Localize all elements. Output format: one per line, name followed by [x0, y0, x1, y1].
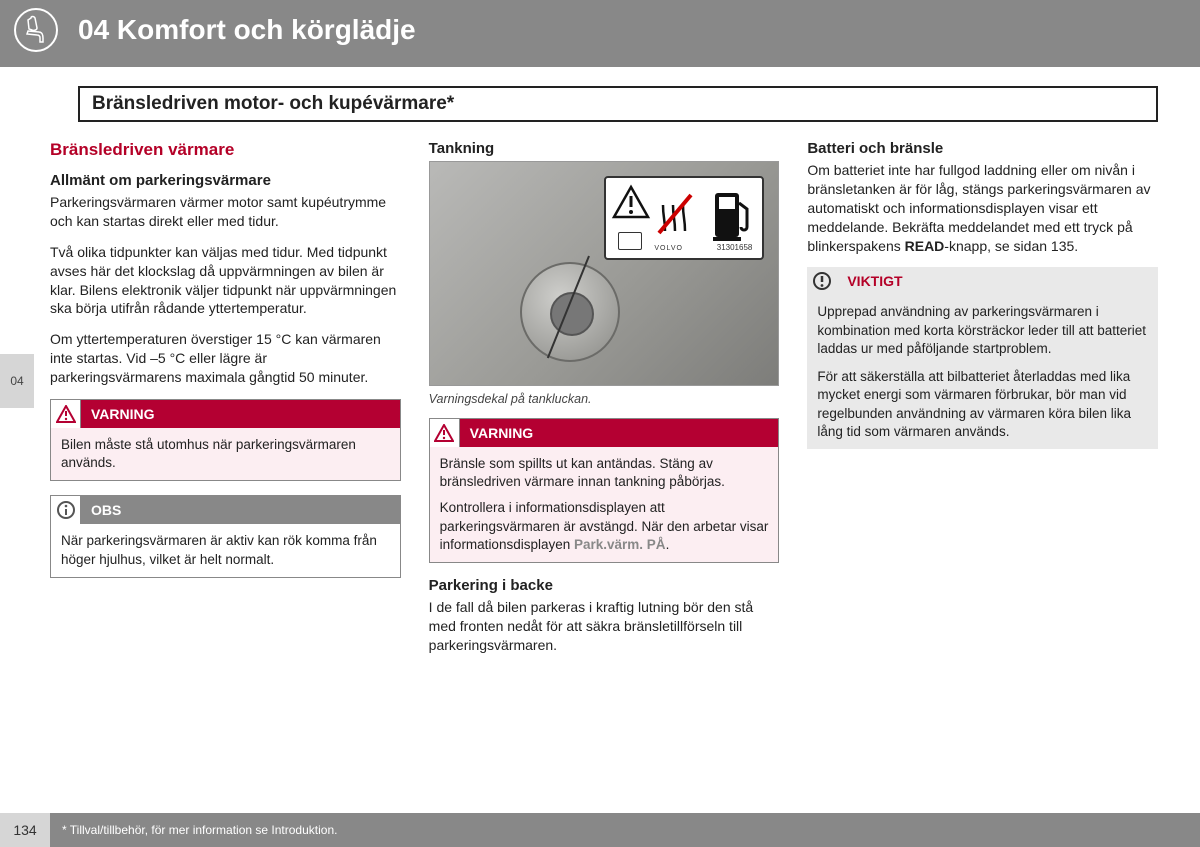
column-3: Batteri och bränsle Om batteriet inte ha…	[807, 140, 1158, 777]
paragraph: Om yttertemperaturen överstiger 15 °C ka…	[50, 330, 401, 387]
paragraph: Om batteriet inte har fullgod laddning e…	[807, 161, 1158, 255]
figure-caption: Varningsdekal på tankluckan.	[429, 392, 780, 406]
warning-para: Kontrollera i informationsdisplayen att …	[440, 499, 769, 554]
header: 04 Komfort och körglädje	[0, 0, 1200, 67]
important-body: Upprepad användning av parkeringsvärmare…	[807, 295, 1158, 449]
column-1: Bränsledriven värmare Allmänt om parkeri…	[50, 140, 401, 777]
fuel-pump-icon	[711, 183, 757, 243]
page-number: 134	[0, 813, 50, 847]
warning-triangle-icon	[430, 419, 460, 447]
seat-icon	[14, 8, 58, 52]
important-box: VIKTIGT Upprepad användning av parkering…	[807, 267, 1158, 449]
warning-triangle-icon	[611, 183, 651, 223]
important-para: Upprepad användning av parkeringsvärmare…	[817, 303, 1148, 358]
heading: Tankning	[429, 140, 780, 157]
note-title: OBS	[81, 496, 400, 524]
warning-title: VARNING	[81, 400, 400, 428]
warning-para: Bränsle som spillts ut kan antändas. Stä…	[440, 455, 769, 491]
note-box: OBS När parkeringsvärmaren är aktiv kan …	[50, 495, 401, 577]
column-2: Tankning	[429, 140, 780, 777]
warning-body: Bilen måste stå utomhus när parkeringsvä…	[51, 428, 400, 480]
heading: Parkering i backe	[429, 577, 780, 594]
fuel-cap-figure: VOLVO 31301658	[429, 161, 780, 386]
important-para: För att säkerställa att bilbatteriet åte…	[817, 368, 1148, 441]
important-title: VIKTIGT	[837, 267, 1158, 295]
subheading: Allmänt om parkeringsvärmare	[50, 172, 401, 189]
display-text: Park.värm. PÅ	[574, 537, 666, 552]
paragraph: Parkeringsvärmaren värmer motor samt kup…	[50, 193, 401, 231]
side-tab: 04	[0, 354, 34, 408]
paragraph: I de fall då bilen parkeras i kraftig lu…	[429, 598, 780, 655]
warning-decal: VOLVO 31301658	[604, 176, 764, 260]
serial-number: 31301658	[717, 243, 753, 252]
no-heat-icon	[657, 183, 705, 243]
heading: Batteri och bränsle	[807, 140, 1158, 157]
read-button-label: READ	[905, 238, 945, 254]
heading-red: Bränsledriven värmare	[50, 140, 401, 160]
volvo-label: VOLVO	[654, 245, 683, 252]
warning-triangle-icon	[51, 400, 81, 428]
warning-body: Bränsle som spillts ut kan antändas. Stä…	[430, 447, 779, 562]
section-title: Bränsledriven motor- och kupévärmare*	[78, 86, 1158, 122]
footer-note: * Tillval/tillbehör, för mer information…	[62, 823, 337, 837]
warning-title: VARNING	[460, 419, 779, 447]
note-body: När parkeringsvärmaren är aktiv kan rök …	[51, 524, 400, 576]
important-icon	[807, 267, 837, 295]
footer: 134 * Tillval/tillbehör, för mer informa…	[0, 813, 1200, 847]
warning-box: VARNING Bilen måste stå utomhus när park…	[50, 399, 401, 481]
manual-page: 04 Komfort och körglädje Bränsledriven m…	[0, 0, 1200, 847]
chapter-title: 04 Komfort och körglädje	[78, 14, 416, 46]
fuel-cap-icon	[520, 262, 620, 362]
warning-box: VARNING Bränsle som spillts ut kan antän…	[429, 418, 780, 563]
content-area: Bränsledriven värmare Allmänt om parkeri…	[50, 140, 1158, 777]
paragraph: Två olika tidpunkter kan väljas med tidu…	[50, 243, 401, 319]
info-icon	[51, 496, 81, 524]
manual-icon	[618, 232, 642, 250]
